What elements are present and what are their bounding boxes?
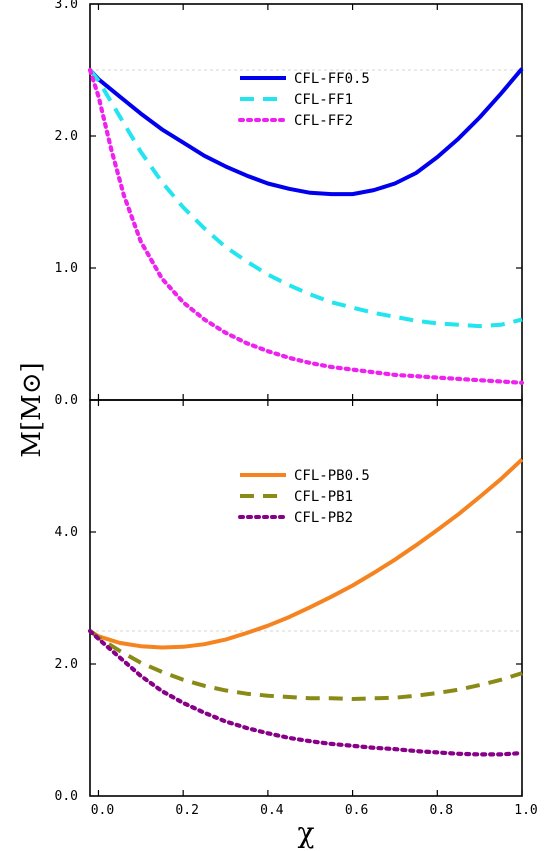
- top-y-tick-label: 2.0: [55, 129, 78, 144]
- top-legend: CFL-FF0.5 CFL-FF1 CFL-FF2: [238, 71, 370, 129]
- bottom-legend: CFL-PB0.5 CFL-PB1 CFL-PB2: [238, 468, 370, 526]
- bottom-panel-frame: [89, 399, 523, 797]
- reference-lines-layer: [90, 69, 522, 632]
- top-panel-frame: [89, 3, 523, 401]
- series-line-cfl-ff1: [88, 68, 523, 329]
- x-axis-title: χ: [298, 816, 315, 849]
- bottom-y-tick-label: 0.0: [55, 789, 78, 804]
- legend-label-cfl-pb0-5: CFL-PB0.5: [294, 468, 370, 484]
- top-y-tick-label: 3.0: [55, 0, 78, 12]
- legend-label-cfl-pb2: CFL-PB2: [294, 510, 353, 526]
- bottom-y-tick-label: 4.0: [55, 525, 78, 540]
- legend-label-cfl-pb1: CFL-PB1: [294, 489, 353, 505]
- series-line-cfl-pb0-5: [88, 457, 524, 650]
- top-y-tick-label: 1.0: [55, 261, 78, 276]
- tick-marks-layer: [90, 4, 523, 796]
- series-line-cfl-ff2: [87, 67, 525, 385]
- x-tick-label: 0.6: [345, 803, 368, 818]
- bottom-y-tick-label: 2.0: [55, 657, 78, 672]
- series-layer: [87, 67, 525, 757]
- legend-label-cfl-ff1: CFL-FF1: [294, 92, 353, 108]
- series-line-cfl-pb2: [87, 628, 525, 757]
- series-line-cfl-ff0-5: [88, 67, 524, 197]
- legends-layer: CFL-FF0.5CFL-FF1CFL-FF2CFL-PB0.5CFL-PB1C…: [238, 71, 370, 526]
- x-tick-label: 0.2: [175, 803, 198, 818]
- x-tick-label: 0.0: [91, 803, 114, 818]
- series-line-cfl-pb1: [88, 629, 523, 701]
- tick-labels-layer: 0.0 1.0 2.0 3.0 0.0 2.0 4.0 0.0 0.2 0.4 0.6 0.8 1.0: [55, 0, 538, 818]
- y-axis-title: M[M⊙]: [17, 362, 47, 457]
- x-tick-label: 0.4: [260, 803, 284, 818]
- legend-label-cfl-ff2: CFL-FF2: [294, 113, 353, 129]
- x-tick-label: 0.8: [430, 803, 453, 818]
- legend-label-cfl-ff0-5: CFL-FF0.5: [294, 71, 370, 87]
- top-y-tick-label: 0.0: [55, 393, 78, 408]
- x-tick-label: 1.0: [514, 803, 537, 818]
